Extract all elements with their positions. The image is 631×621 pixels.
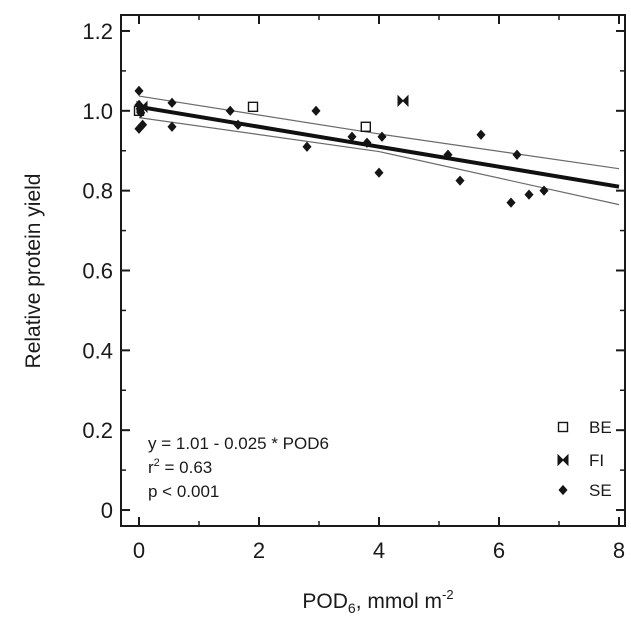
r-squared: r2 = 0.63 xyxy=(148,457,212,477)
legend-marker-fi xyxy=(557,453,569,467)
data-points xyxy=(133,85,549,208)
y-tick-label: 0.4 xyxy=(82,338,113,363)
data-point-se xyxy=(362,137,372,148)
data-point-se xyxy=(167,97,177,108)
x-tick-label: 0 xyxy=(133,538,145,563)
data-point-se xyxy=(455,175,465,186)
data-point-se xyxy=(233,119,243,130)
legend-label-fi: FI xyxy=(589,451,604,470)
y-tick-label: 0.8 xyxy=(82,179,113,204)
legend-marker-be xyxy=(557,421,569,433)
data-point-se xyxy=(539,185,549,196)
y-axis-title: Relative protein yield xyxy=(22,174,45,369)
y-tick-label: 0.6 xyxy=(82,259,113,284)
data-point-se xyxy=(374,167,384,178)
confidence-band-lower xyxy=(138,117,620,206)
y-tick-label: 0.2 xyxy=(82,418,113,443)
data-point-se xyxy=(138,119,148,130)
x-axis-title: POD6, mmol m-2 xyxy=(302,587,453,616)
data-point-se xyxy=(512,149,522,160)
x-tick-label: 8 xyxy=(613,538,625,563)
confidence-band xyxy=(138,95,620,206)
regression-line xyxy=(138,104,620,189)
legend-marker-se xyxy=(558,484,568,496)
axis-ticks: 0 2 4 6 8 0 0.2 0.4 0.6 0.8 1.0 1.2 xyxy=(82,15,625,563)
data-point-se xyxy=(377,131,387,142)
legend: BE FI SE xyxy=(557,418,612,500)
data-point-se xyxy=(443,149,453,160)
data-point-se xyxy=(506,197,516,208)
data-point-be xyxy=(360,121,371,132)
data-point-se xyxy=(225,105,235,116)
data-point-se xyxy=(167,121,177,132)
data-point-se xyxy=(476,129,486,140)
data-point-be xyxy=(247,101,259,113)
data-point-se xyxy=(347,131,357,142)
data-point-se xyxy=(136,107,146,118)
y-tick-label: 1.0 xyxy=(82,99,113,124)
y-tick-label: 1.2 xyxy=(82,19,113,44)
y-tick-label: 0 xyxy=(101,498,113,523)
x-tick-label: 6 xyxy=(493,538,505,563)
regression-equation: y = 1.01 - 0.025 * POD6 xyxy=(148,434,329,453)
x-tick-label: 2 xyxy=(253,538,265,563)
data-point-se xyxy=(302,141,312,152)
legend-label-be: BE xyxy=(589,418,612,437)
x-tick-label: 4 xyxy=(373,538,385,563)
regression-line-group xyxy=(138,104,620,189)
confidence-band-upper xyxy=(138,95,620,170)
data-point-se xyxy=(524,189,534,200)
data-point-se xyxy=(311,105,321,116)
data-point-se xyxy=(134,85,144,96)
legend-label-se: SE xyxy=(589,481,612,500)
p-value: p < 0.001 xyxy=(148,482,219,501)
data-point-fi xyxy=(397,94,409,108)
